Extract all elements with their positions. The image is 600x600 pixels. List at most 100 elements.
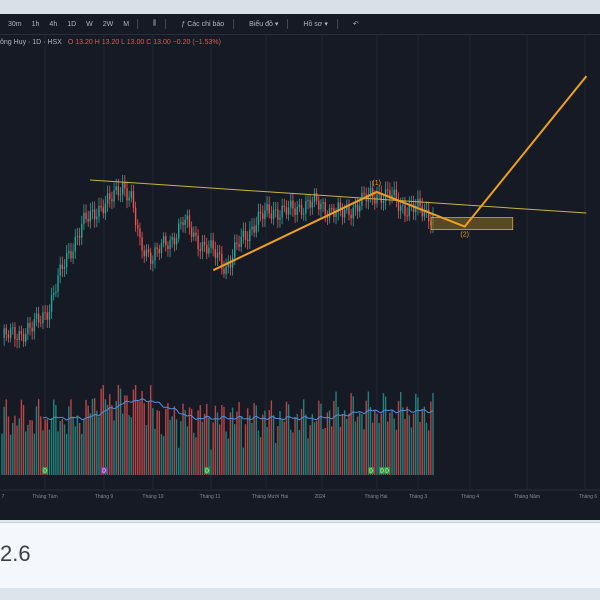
candle-body	[70, 251, 72, 259]
timeframe-m[interactable]: M	[123, 20, 130, 28]
volume-bar	[31, 420, 33, 475]
volume-bar	[393, 418, 395, 475]
volume-bar	[147, 401, 150, 475]
candle-body	[55, 291, 57, 293]
charts-label: Biểu đồ	[249, 21, 273, 28]
volume-bar	[236, 411, 238, 475]
volume-ma-line	[42, 398, 434, 421]
volume-marker-label: D	[102, 469, 106, 475]
x-tick-label: Tháng 9	[95, 494, 114, 500]
wave-label-1: (1)	[372, 180, 381, 187]
volume-marker-box	[379, 467, 385, 474]
volume-bar	[231, 407, 234, 475]
volume-marker[interactable]: D	[42, 467, 48, 475]
candle-body	[218, 252, 221, 254]
candle-body	[206, 244, 208, 254]
charts-button[interactable]: Biểu đồ ▾	[246, 19, 281, 29]
volume-bar	[59, 420, 61, 475]
candle-body	[274, 209, 277, 211]
volume-marker-box	[42, 467, 48, 474]
wave-label-2: (2)	[460, 232, 469, 239]
volume-bar	[98, 416, 100, 475]
volume-bar	[264, 410, 266, 475]
volume-bar	[281, 418, 283, 475]
x-tick-label: Tháng 3	[409, 494, 428, 500]
candle-body	[300, 204, 303, 215]
candle-body	[48, 311, 51, 320]
volume-bar	[313, 422, 316, 475]
volume-bar	[14, 415, 16, 475]
volume-bar	[300, 408, 303, 475]
volume-bar	[160, 434, 163, 475]
volume-marker[interactable]: D	[379, 467, 385, 475]
candle-body	[266, 204, 268, 211]
indicators-button[interactable]: ƒ Các chỉ báo	[178, 20, 227, 29]
volume-bar	[89, 413, 92, 475]
candle-body	[343, 209, 346, 218]
timeframe-30m[interactable]: 30m	[8, 20, 22, 28]
volume-bar	[415, 393, 417, 475]
candle-body	[175, 238, 178, 245]
volume-marker-box	[204, 467, 210, 474]
candle-body	[50, 295, 53, 312]
candle-body	[393, 189, 395, 195]
volume-bar	[1, 433, 3, 475]
candle-type-icon[interactable]: ⫼	[153, 20, 157, 27]
candle-body	[389, 190, 391, 199]
volume-bar	[242, 447, 245, 475]
candle-body	[363, 192, 365, 195]
candle-body	[3, 328, 5, 338]
timeframe-2w[interactable]: 2W	[102, 20, 114, 28]
candle-body	[238, 243, 240, 247]
volume-bar	[126, 395, 128, 475]
candle-body	[167, 245, 169, 250]
volume-marker[interactable]: D	[101, 467, 107, 475]
candle-body	[234, 242, 236, 258]
volume-bar	[115, 400, 117, 475]
volume-marker[interactable]: D	[204, 467, 210, 475]
volume-bar	[16, 425, 18, 475]
volume-bar	[208, 417, 210, 475]
candle-body	[287, 207, 290, 215]
timeframe-1d[interactable]: 1D	[67, 20, 77, 28]
volume-bar	[346, 418, 348, 475]
volume-marker[interactable]: D	[368, 467, 374, 475]
timeframe-w[interactable]: W	[86, 20, 93, 28]
candle-body	[313, 193, 316, 202]
timeframe-4h[interactable]: 4h	[49, 20, 58, 28]
x-tick-label: Tháng 4	[461, 494, 480, 500]
volume-bar	[3, 406, 5, 475]
volume-marker-box	[368, 467, 374, 474]
candle-body	[44, 312, 46, 314]
candle-body	[182, 222, 184, 225]
candle-body	[423, 211, 426, 217]
volume-bar	[184, 410, 186, 475]
x-tick-label: Tháng Hai	[364, 494, 387, 500]
chart-canvas[interactable]: (1)(2)D D D D D D7 Tháng Tám Tháng 9 Tháng 10 Thá…	[0, 14, 600, 520]
candle-body	[292, 200, 294, 209]
volume-bar	[83, 418, 85, 475]
volume-bar	[363, 429, 365, 475]
chart-area[interactable]: (1) (2) D D D D D D 7 Tháng Tám Tháng 9 Tháng 10 Thá…	[0, 14, 600, 520]
volume-bar	[132, 389, 135, 475]
indicators-label: Các chỉ báo	[187, 20, 225, 28]
candle-body	[93, 209, 96, 220]
volume-bar	[137, 400, 139, 475]
timeframe-1h[interactable]: 1h	[31, 20, 40, 28]
candle-body	[359, 205, 361, 212]
volume-bar	[290, 429, 292, 475]
volume-bar	[18, 418, 20, 475]
volume-bar	[427, 430, 430, 475]
volume-bar	[294, 416, 296, 475]
candle-body	[156, 247, 158, 249]
profile-button[interactable]: Hồ sơ ▾	[300, 19, 330, 29]
candle-body	[251, 226, 253, 230]
candle-body	[427, 209, 430, 222]
volume-bar	[384, 396, 387, 475]
candle-body	[371, 188, 374, 198]
volume-bar	[322, 429, 324, 475]
undo-icon[interactable]: ↶	[352, 21, 359, 28]
candle-body	[104, 203, 107, 214]
candle-body	[130, 191, 132, 198]
volume-marker[interactable]: D	[384, 467, 390, 475]
